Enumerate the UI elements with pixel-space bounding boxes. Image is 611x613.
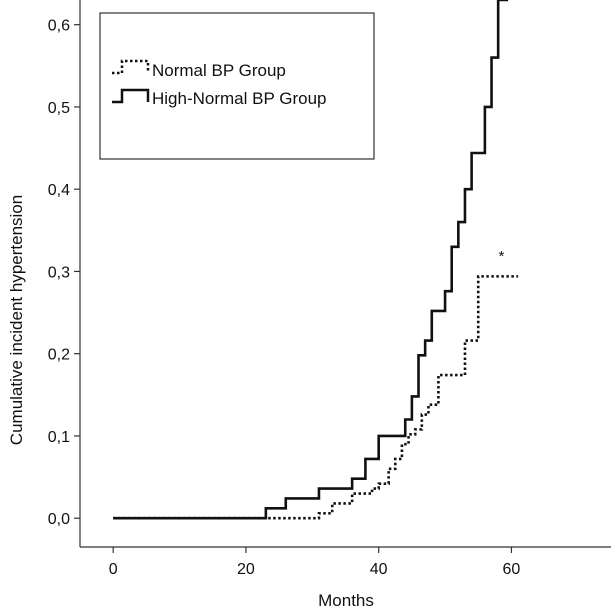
y-tick-label: 0,4	[48, 182, 70, 199]
legend-label-normal: Normal BP Group	[152, 61, 286, 80]
legend-label-high-normal: High-Normal BP Group	[152, 89, 326, 108]
y-tick-label: 0,2	[48, 347, 70, 364]
significance-annotation: *	[499, 248, 505, 265]
axes	[79, 0, 611, 548]
x-tick-label: 60	[503, 561, 521, 578]
x-tick-label: 20	[237, 561, 255, 578]
x-tick-label: 0	[109, 561, 118, 578]
x-axis-title: Months	[318, 591, 374, 610]
y-tick-label: 0,5	[48, 100, 70, 117]
x-tick-label: 40	[370, 561, 388, 578]
ticks: 0 20 40 60 0,0 0,1 0,2 0,3 0,4 0,5 0,6	[48, 18, 521, 578]
legend-swatch-normal	[112, 59, 150, 75]
y-axis-title: Cumulative incident hypertension	[7, 195, 26, 445]
legend-swatch-high-normal	[112, 88, 150, 104]
series-line-high-normal-bp	[113, 0, 509, 520]
series-line-normal-bp	[113, 275, 519, 520]
series-layer	[113, 0, 519, 520]
y-tick-label: 0,6	[48, 18, 70, 35]
legend: Normal BP Group High-Normal BP Group	[99, 12, 375, 160]
y-tick-label: 0,1	[48, 429, 70, 446]
y-tick-label: 0,0	[48, 511, 70, 528]
y-tick-label: 0,3	[48, 264, 70, 281]
legend-box	[99, 12, 375, 160]
